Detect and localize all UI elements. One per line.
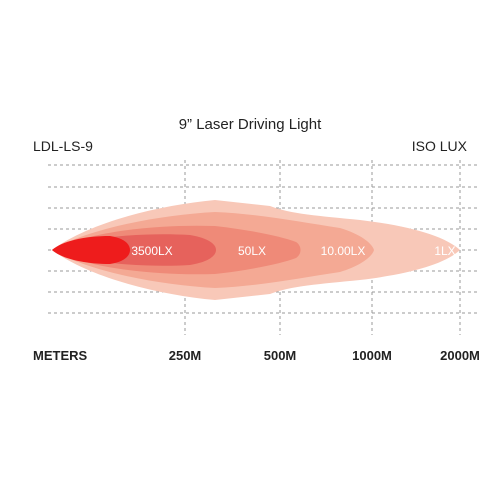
zone-label: 50LX xyxy=(238,244,266,258)
x-tick-label: 2000M xyxy=(440,348,480,363)
iso-lux-label: ISO LUX xyxy=(411,138,467,154)
x-tick-label: 500M xyxy=(263,348,297,363)
zone-labels: 1LX 10.00LX 50LX 3500LX xyxy=(131,244,455,258)
x-axis-title: METERS xyxy=(33,348,88,363)
model-label: LDL-LS-9 xyxy=(33,138,93,154)
zone-label: 1LX xyxy=(434,244,455,258)
x-tick-label: 250M xyxy=(168,348,202,363)
zone-label: 3500LX xyxy=(131,244,172,258)
beam-zone-core xyxy=(52,236,130,264)
beam-zones xyxy=(52,200,460,300)
x-tick-label: 1000M xyxy=(352,348,392,363)
chart-title: 9” Laser Driving Light xyxy=(178,116,322,133)
zone-label: 10.00LX xyxy=(321,244,366,258)
